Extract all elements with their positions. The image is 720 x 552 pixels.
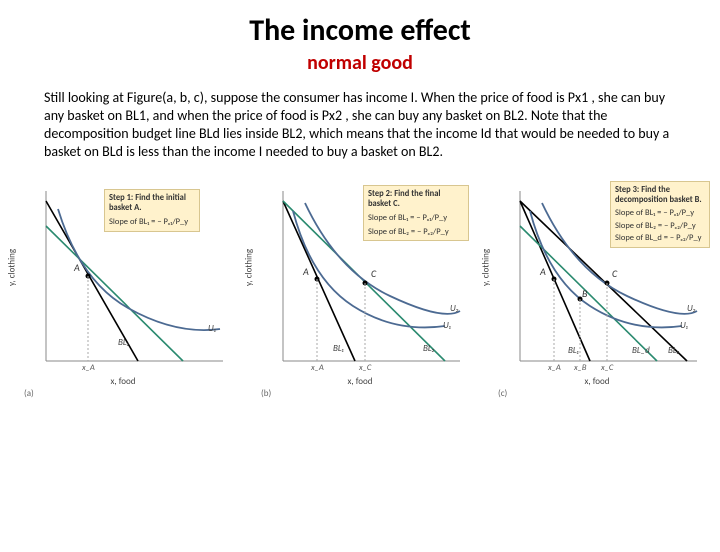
xlabel-b: x, food bbox=[348, 376, 373, 387]
ylabel-c: y, clothing bbox=[481, 249, 492, 286]
tick-xc-c: x_C bbox=[601, 363, 613, 373]
label-u2-b: U₂ bbox=[450, 303, 459, 314]
page-title: The income effect bbox=[0, 12, 720, 49]
note-line: Slope of BL₁ = − Pₓ₁/P_y bbox=[109, 217, 195, 228]
label-basket-c-c: C bbox=[612, 267, 617, 280]
label-basket-b-c: B bbox=[582, 287, 587, 300]
note-title: Step 3: Find the decomposition basket B. bbox=[615, 185, 705, 206]
label-u1-c: U₁ bbox=[680, 320, 688, 331]
label-bl1: BL₁ bbox=[118, 337, 129, 348]
note-line1: Slope of BL₁ = − Pₓ₁/P_y bbox=[368, 213, 464, 224]
label-bld-c: BL_d bbox=[632, 345, 650, 356]
xlabel-a: x, food bbox=[111, 376, 136, 387]
note-title: Step 2: Find the final basket C. bbox=[368, 189, 464, 210]
label-basket-a: A bbox=[74, 261, 80, 274]
ylabel-b: y, clothing bbox=[244, 249, 255, 286]
sub-c: (c) bbox=[498, 388, 507, 399]
note-line1: Slope of BL₁ = − Pₓ₁/P_y bbox=[615, 208, 705, 219]
sub-a: (a) bbox=[24, 388, 34, 399]
label-bl1-b: BL₁ bbox=[333, 343, 344, 354]
panel-b: Step 2: Find the final basket C. Slope o… bbox=[245, 171, 475, 401]
body-paragraph: Still looking at Figure(a, b, c), suppos… bbox=[0, 89, 720, 161]
tick-xa: x_A bbox=[82, 363, 95, 373]
label-basket-a-b: A bbox=[303, 265, 309, 278]
tick-xa-c: x_A bbox=[548, 363, 561, 373]
label-u1-b: U₁ bbox=[443, 320, 451, 331]
figures-row: Step 1: Find the initial basket A. Slope… bbox=[0, 171, 720, 401]
label-basket-c-b: C bbox=[371, 267, 376, 280]
note-title: Step 1: Find the initial basket A. bbox=[109, 193, 195, 214]
note-line3: Slope of BL_d = − Pₓ₂/P_y bbox=[615, 233, 705, 244]
label-bl2-b: BL₂ bbox=[423, 343, 435, 354]
page-subtitle: normal good bbox=[0, 51, 720, 75]
label-bl1-c: BL₁ bbox=[568, 345, 579, 356]
xlabel-c: x, food bbox=[585, 376, 610, 387]
tick-xa-b: x_A bbox=[311, 363, 324, 373]
label-u2-c: U₂ bbox=[687, 303, 696, 314]
panel-a-note: Step 1: Find the initial basket A. Slope… bbox=[104, 189, 200, 232]
ylabel-a: y, clothing bbox=[7, 249, 18, 286]
note-line2: Slope of BL₂ = − Pₓ₂/P_y bbox=[615, 221, 705, 232]
label-bl2-c: BL₂ bbox=[668, 345, 680, 356]
panel-c: Step 3: Find the decomposition basket B.… bbox=[482, 171, 712, 401]
note-line2: Slope of BL₂ = − Pₓ₂/P_y bbox=[368, 227, 464, 238]
tick-xc-b: x_C bbox=[359, 363, 371, 373]
sub-b: (b) bbox=[261, 388, 271, 399]
panel-c-note: Step 3: Find the decomposition basket B.… bbox=[610, 181, 710, 248]
label-basket-a-c: A bbox=[540, 265, 546, 278]
label-u1: U₁ bbox=[208, 323, 216, 334]
panel-b-note: Step 2: Find the final basket C. Slope o… bbox=[363, 185, 469, 242]
tick-xb-c: x_B bbox=[574, 363, 587, 373]
panel-a: Step 1: Find the initial basket A. Slope… bbox=[8, 171, 238, 401]
